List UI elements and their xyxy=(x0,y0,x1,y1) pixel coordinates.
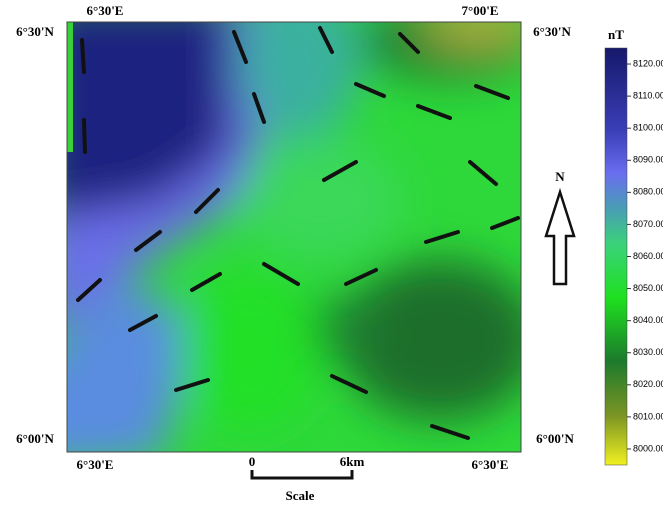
coord-label: 6°30'E xyxy=(472,457,509,472)
scale-end: 6km xyxy=(340,454,365,469)
colorbar-tick-label: 8060.00 xyxy=(633,251,663,261)
lineaments xyxy=(76,26,520,440)
coord-label: 6°30'N xyxy=(533,24,571,39)
north-arrow xyxy=(544,187,576,286)
colorbar-tick-label: 8000.00 xyxy=(633,443,663,453)
colorbar-tick-label: 8100.00 xyxy=(633,123,663,133)
coord-label: 6°00'N xyxy=(536,431,574,446)
scale-start: 0 xyxy=(249,454,256,469)
coord-label: 6°30'E xyxy=(87,3,124,18)
colorbar-tick-label: 8010.00 xyxy=(633,411,663,421)
north-label: N xyxy=(555,169,565,184)
colorbar xyxy=(604,47,628,466)
coord-label: 6°30'E xyxy=(77,457,114,472)
coord-label: 6°00'N xyxy=(16,431,54,446)
anomaly-map xyxy=(67,22,521,452)
colorbar-tick-label: 8080.00 xyxy=(633,187,663,197)
colorbar-tick-label: 8090.00 xyxy=(633,155,663,165)
scale-title: Scale xyxy=(286,488,315,503)
legend-title: nT xyxy=(608,27,624,42)
colorbar-tick-label: 8070.00 xyxy=(633,219,663,229)
colorbar-tick-label: 8120.00 xyxy=(633,58,663,68)
colorbar-tick-label: 8040.00 xyxy=(633,315,663,325)
colorbar-tick-label: 8050.00 xyxy=(633,283,663,293)
colorbar-tick-label: 8030.00 xyxy=(633,347,663,357)
coord-label: 6°30'N xyxy=(16,24,54,39)
coord-label: 7°00'E xyxy=(462,3,499,18)
colorbar-tick-label: 8020.00 xyxy=(633,379,663,389)
scale-bar xyxy=(250,470,354,480)
colorbar-tick-label: 8110.00 xyxy=(633,90,663,100)
